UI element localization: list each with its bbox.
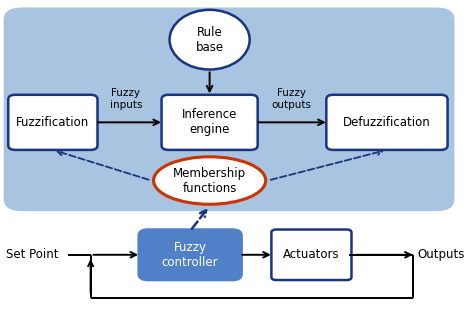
FancyBboxPatch shape (8, 95, 98, 150)
Text: Fuzzification: Fuzzification (16, 116, 90, 129)
Text: Inference
engine: Inference engine (182, 108, 237, 136)
Text: Set Point: Set Point (6, 248, 58, 261)
Ellipse shape (170, 10, 250, 70)
Text: Actuators: Actuators (283, 248, 340, 261)
Text: Membership
functions: Membership functions (173, 167, 246, 195)
Text: Fuzzy
inputs: Fuzzy inputs (109, 88, 142, 110)
Text: Fuzzy
outputs: Fuzzy outputs (271, 88, 311, 110)
FancyBboxPatch shape (162, 95, 258, 150)
FancyBboxPatch shape (4, 7, 455, 211)
Text: Rule
base: Rule base (196, 26, 224, 54)
FancyBboxPatch shape (326, 95, 447, 150)
Text: Outputs: Outputs (417, 248, 465, 261)
Text: Defuzzification: Defuzzification (343, 116, 431, 129)
FancyBboxPatch shape (272, 230, 352, 280)
Text: Fuzzy
controller: Fuzzy controller (162, 241, 219, 269)
FancyBboxPatch shape (139, 230, 242, 280)
Ellipse shape (154, 157, 266, 204)
